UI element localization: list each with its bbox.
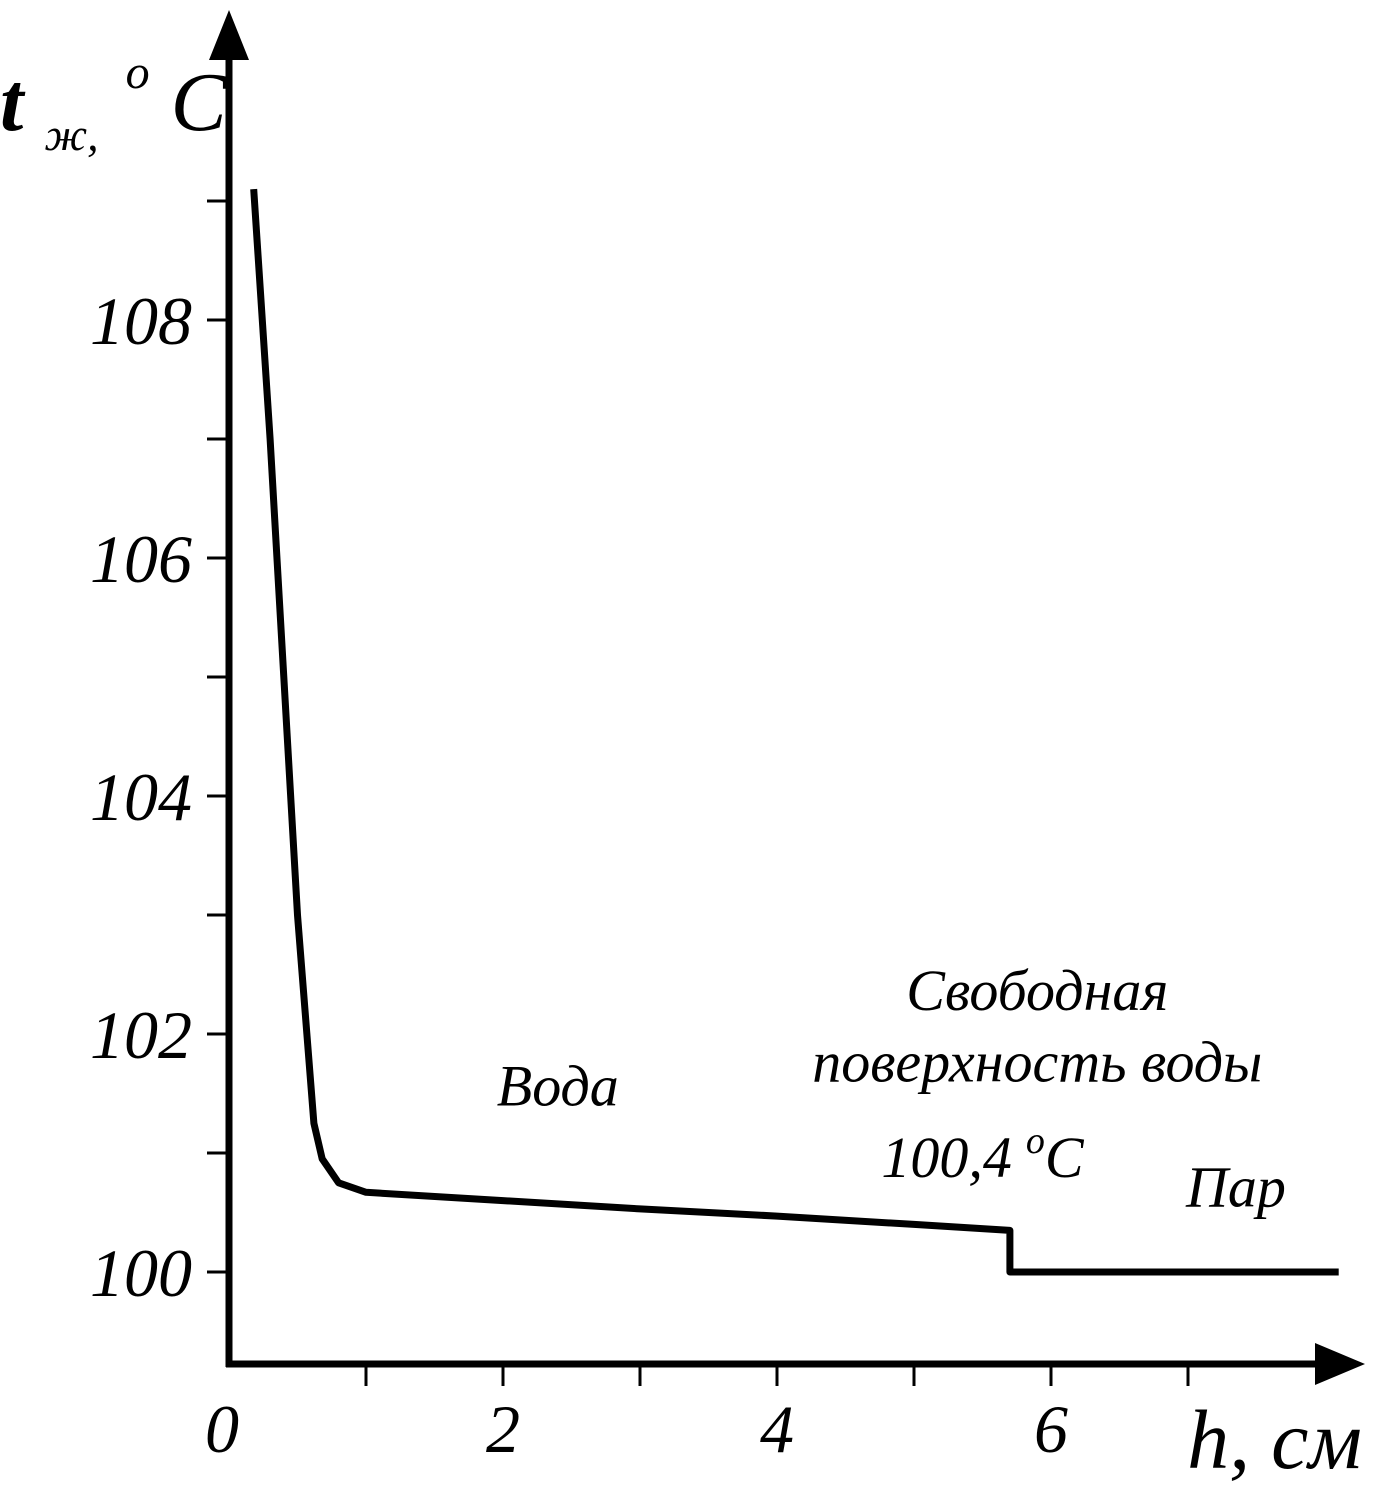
y-tick-label-100: 100 bbox=[90, 1235, 192, 1311]
x-tick-label-0: 0 bbox=[205, 1391, 239, 1467]
axes bbox=[207, 10, 1365, 1386]
y-axis-title-unit-sup: o bbox=[126, 46, 150, 99]
annotation-water: Вода bbox=[497, 1053, 619, 1118]
y-axis-title: t ж, o C bbox=[0, 14, 228, 169]
y-tick-label-106: 106 bbox=[90, 521, 192, 597]
x-axis-title: h, см bbox=[1187, 1394, 1362, 1487]
y-axis-title-subscript: ж, bbox=[44, 109, 98, 160]
y-tick-label-108: 108 bbox=[90, 283, 192, 359]
y-axis-arrow bbox=[209, 10, 249, 60]
x-tick-label-2: 2 bbox=[486, 1391, 520, 1467]
x-tick-label-4: 4 bbox=[760, 1391, 794, 1467]
annotation-surface-1: Свободная bbox=[906, 958, 1168, 1023]
annotation-steam: Пар bbox=[1185, 1155, 1286, 1220]
annotation-surface-2: поверхность воды bbox=[812, 1030, 1262, 1095]
annotation-surface-temp: 100,4 oC bbox=[881, 1120, 1085, 1190]
y-tick-label-104: 104 bbox=[90, 759, 192, 835]
y-axis-title-unit: C bbox=[171, 56, 228, 149]
x-tick-label-6: 6 bbox=[1034, 1391, 1068, 1467]
series-line-0 bbox=[250, 188, 1339, 1276]
y-axis-title-main: t bbox=[0, 56, 26, 149]
marks bbox=[250, 188, 1339, 1276]
y-tick-label-102: 102 bbox=[90, 997, 192, 1073]
labels: t ж, o C h, см 0 2 4 6 100 102 104 106 108 Вода Св… bbox=[0, 14, 1362, 1487]
x-axis-arrow bbox=[1315, 1343, 1365, 1385]
